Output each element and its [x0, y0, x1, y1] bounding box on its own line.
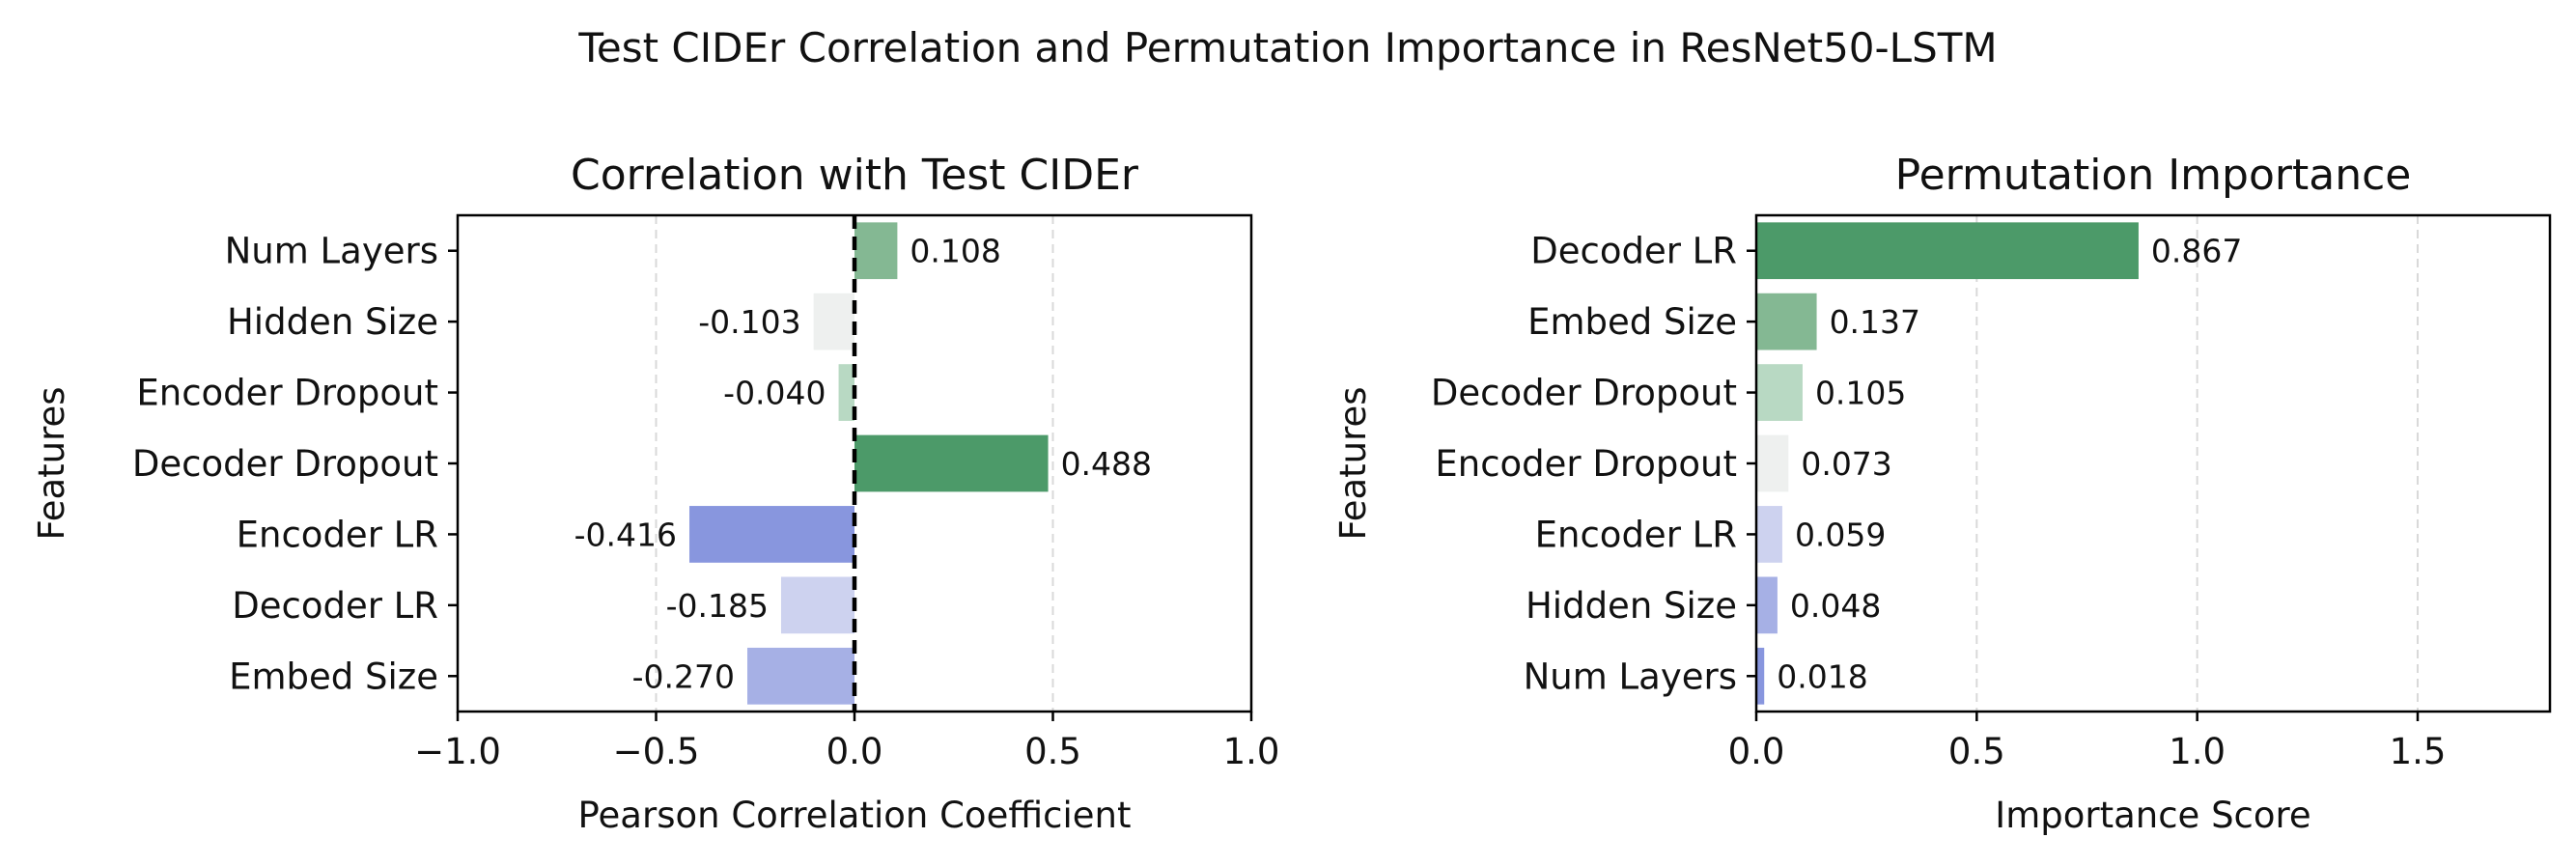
data-label: -0.185: [666, 587, 769, 625]
y-tick-label: Num Layers: [225, 231, 438, 272]
x-tick-label: 1.0: [2169, 731, 2226, 772]
y-tick-label: Decoder Dropout: [132, 443, 438, 485]
bar: [854, 434, 1049, 492]
data-label: -0.040: [723, 375, 826, 412]
y-tick-label: Encoder LR: [1535, 514, 1737, 555]
data-label: 0.488: [1061, 445, 1152, 483]
data-label: 0.108: [910, 233, 1000, 270]
x-tick-label: 0.5: [1024, 731, 1081, 772]
x-tick-label: 1.0: [1223, 731, 1280, 772]
y-tick-label: Decoder LR: [1530, 231, 1737, 272]
bar: [1756, 293, 1817, 350]
bar: [1756, 364, 1803, 421]
data-label: 0.018: [1777, 657, 1867, 695]
data-label: -0.103: [698, 303, 800, 341]
x-tick-label: 0.5: [1948, 731, 2005, 772]
data-label: 0.105: [1815, 375, 1906, 412]
panel-title: Correlation with Test CIDEr: [571, 151, 1139, 200]
y-axis-label: Features: [1332, 386, 1374, 540]
y-tick-label: Hidden Size: [1526, 585, 1737, 627]
bar: [1756, 576, 1778, 634]
bar: [689, 506, 854, 563]
data-label: 0.059: [1795, 516, 1886, 553]
y-tick-label: Hidden Size: [227, 301, 438, 343]
x-tick-label: 0.0: [826, 731, 883, 772]
correlation-panel: 0.108 -0.103 -0.040 0.488 -0.416 -0.185 -0.270…: [31, 151, 1279, 836]
bar: [1756, 434, 1789, 492]
bar: [813, 293, 854, 350]
bar: [1756, 506, 1782, 563]
y-tick-label: Embed Size: [229, 656, 438, 697]
data-label: 0.048: [1790, 587, 1881, 625]
x-axis-label: Pearson Correlation Coefficient: [578, 795, 1132, 836]
data-label: 0.867: [2151, 233, 2242, 270]
bar: [747, 647, 854, 705]
y-tick-label: Encoder Dropout: [1435, 443, 1737, 485]
panel-title: Permutation Importance: [1895, 151, 2412, 200]
data-label: -0.416: [574, 516, 677, 553]
x-tick-label: 1.5: [2390, 731, 2447, 772]
y-tick-label: Encoder LR: [237, 514, 438, 555]
data-label: -0.270: [632, 657, 735, 695]
bar: [1756, 222, 2139, 280]
y-tick-label: Num Layers: [1524, 656, 1737, 697]
bar: [1756, 647, 1765, 705]
x-axis-label: Importance Score: [1995, 795, 2310, 836]
x-tick-label: −1.0: [414, 731, 501, 772]
y-tick-label: Decoder LR: [232, 585, 438, 627]
data-label: 0.137: [1830, 303, 1920, 341]
bar: [854, 222, 898, 280]
x-tick-label: −0.5: [613, 731, 700, 772]
y-tick-label: Encoder Dropout: [136, 373, 438, 414]
y-tick-label: Decoder Dropout: [1431, 373, 1737, 414]
bar: [838, 364, 854, 421]
importance-panel: 0.867 0.137 0.105 0.073 0.059 0.048 0.018 Decod…: [1332, 151, 2552, 836]
bar: [780, 576, 854, 634]
y-axis-label: Features: [31, 386, 72, 540]
figure-title: Test CIDEr Correlation and Permutation I…: [577, 24, 1997, 71]
x-tick-label: 0.0: [1728, 731, 1785, 772]
data-label: 0.073: [1801, 445, 1891, 483]
y-tick-label: Embed Size: [1527, 301, 1737, 343]
